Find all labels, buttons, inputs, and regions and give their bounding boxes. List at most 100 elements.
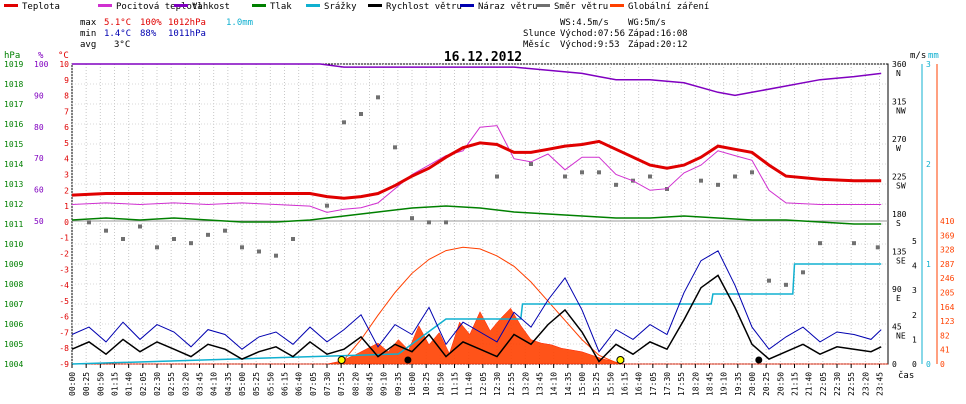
solar-tick-label: 328 [940, 246, 955, 255]
legend-swatch-tlak [252, 4, 266, 7]
x-tick-label: 00:25 [82, 372, 91, 396]
pct-tick-label: 70 [34, 154, 44, 163]
stat-humidity-min: 88% [140, 29, 157, 39]
x-tick-label: 11:15 [451, 372, 460, 396]
x-tick-label: 14:35 [564, 372, 573, 396]
pct-tick-label: 90 [34, 91, 44, 100]
stat-rain: 1.0mm [226, 18, 253, 28]
stat-wind-max: WS:4.5m/s [560, 18, 609, 28]
x-tick-label: 00:50 [96, 372, 105, 396]
dir-deg-label: 45 [892, 323, 902, 332]
dir-name-label: NW [896, 107, 906, 116]
x-tick-label: 08:20 [351, 372, 360, 396]
hpa-tick-label: 1011 [4, 220, 23, 229]
x-tick-label: 05:00 [238, 372, 247, 396]
solar-tick-label: 123 [940, 317, 955, 326]
rain-tick-label: 2 [926, 160, 931, 169]
wind-direction-point [121, 237, 125, 241]
wind-direction-point [852, 241, 856, 246]
stat-temp-max: 5.1°C [104, 18, 131, 28]
solar-tick-label: 41 [940, 346, 950, 355]
x-tick-label: 00:00 [68, 372, 77, 396]
temperature-line [71, 139, 882, 200]
temp-tick-label: -8 [59, 344, 69, 353]
legend-label-srazky: Srážky [324, 2, 357, 12]
x-tick-label: 02:05 [139, 372, 148, 396]
x-tick-label: 06:40 [295, 372, 304, 396]
legend-swatch-srazky [306, 4, 320, 7]
hpa-tick-label: 1015 [4, 140, 23, 149]
humidity-line [72, 63, 882, 97]
gust-line [71, 250, 882, 353]
time-unit-label: čas [898, 370, 914, 381]
x-tick-label: 09:10 [380, 372, 389, 396]
wind-tick-label: 4 [912, 262, 917, 271]
wind-direction-point [393, 145, 397, 150]
legend-swatch-smer [536, 4, 550, 7]
hpa-tick-label: 1019 [4, 60, 23, 69]
temp-tick-label: 10 [59, 60, 69, 69]
wind-direction-point [648, 174, 652, 179]
stat-label-max: max [80, 18, 97, 28]
pct-tick-label: 100 [34, 60, 49, 69]
hpa-tick-label: 1018 [4, 80, 23, 89]
stat-temp-min: 1.4°C [104, 29, 131, 39]
temp-tick-label: -7 [59, 328, 69, 337]
temp-tick-label: 8 [64, 92, 69, 101]
x-tick-label: 18:45 [706, 372, 715, 396]
x-tick-label: 03:20 [181, 372, 190, 396]
dir-name-label: NE [896, 332, 906, 341]
hpa-tick-label: 1013 [4, 180, 23, 189]
x-tick-label: 15:50 [606, 372, 615, 396]
hpa-tick-label: 1009 [4, 260, 23, 269]
temp-tick-label: 9 [64, 76, 69, 85]
hpa-tick-label: 1016 [4, 120, 23, 129]
series-layer [71, 63, 888, 365]
moonset-marker [755, 356, 763, 364]
x-tick-label: 04:35 [224, 372, 233, 396]
temp-tick-label: -1 [59, 234, 69, 243]
moon-label: Měsíc [523, 40, 550, 50]
dir-name-label: E [896, 294, 901, 303]
wind-direction-point [716, 182, 720, 187]
temp-unit-label: °C [58, 51, 69, 61]
legend-swatch-naraz [460, 4, 474, 7]
hpa-tick-label: 1012 [4, 200, 23, 209]
stat-label-min: min [80, 29, 96, 39]
x-tick-label: 23:20 [861, 372, 870, 396]
temp-tick-label: -5 [59, 297, 69, 306]
x-tick-label: 17:05 [649, 372, 658, 396]
stat-pressure-min: 1011hPa [168, 29, 206, 39]
solar-tick-label: 246 [940, 274, 955, 283]
moonrise-marker [404, 356, 412, 364]
x-tick-label: 03:45 [196, 372, 205, 396]
x-tick-label: 20:25 [762, 372, 771, 396]
axis-units: hPa % °C m/s mm čas čas [4, 51, 939, 381]
dir-deg-label: 180 [892, 210, 907, 219]
x-tick-label: 10:50 [436, 372, 445, 396]
rain-tick-label: 1 [926, 260, 931, 269]
legend-label-vlhkost: Vlhkost [192, 2, 230, 12]
x-tick-label: 19:10 [720, 372, 729, 396]
dir-deg-label: 225 [892, 173, 907, 182]
x-tick-label: 01:15 [111, 372, 120, 396]
x-tick-label: 19:35 [734, 372, 743, 396]
x-tick-label: 15:25 [592, 372, 601, 396]
x-tick-label: 12:55 [507, 372, 516, 396]
hpa-tick-label: 1014 [4, 160, 23, 169]
chart-title: 16.12.2012 [444, 50, 522, 65]
dir-name-label: S [896, 219, 901, 228]
temp-tick-label: 1 [64, 202, 69, 211]
solar-tick-label: 369 [940, 231, 955, 240]
x-tick-label: 20:50 [776, 372, 785, 396]
stat-temp-avg: 3°C [114, 40, 130, 50]
temp-tick-label: 0 [64, 218, 69, 227]
dir-name-label: SW [896, 182, 906, 191]
x-tick-label: 22:30 [833, 372, 842, 396]
wind-direction-point [767, 278, 771, 283]
wind-direction-point [529, 162, 533, 166]
hpa-tick-label: 1010 [4, 240, 23, 249]
wind-direction-point [875, 245, 880, 250]
pct-tick-label: 80 [34, 123, 44, 132]
